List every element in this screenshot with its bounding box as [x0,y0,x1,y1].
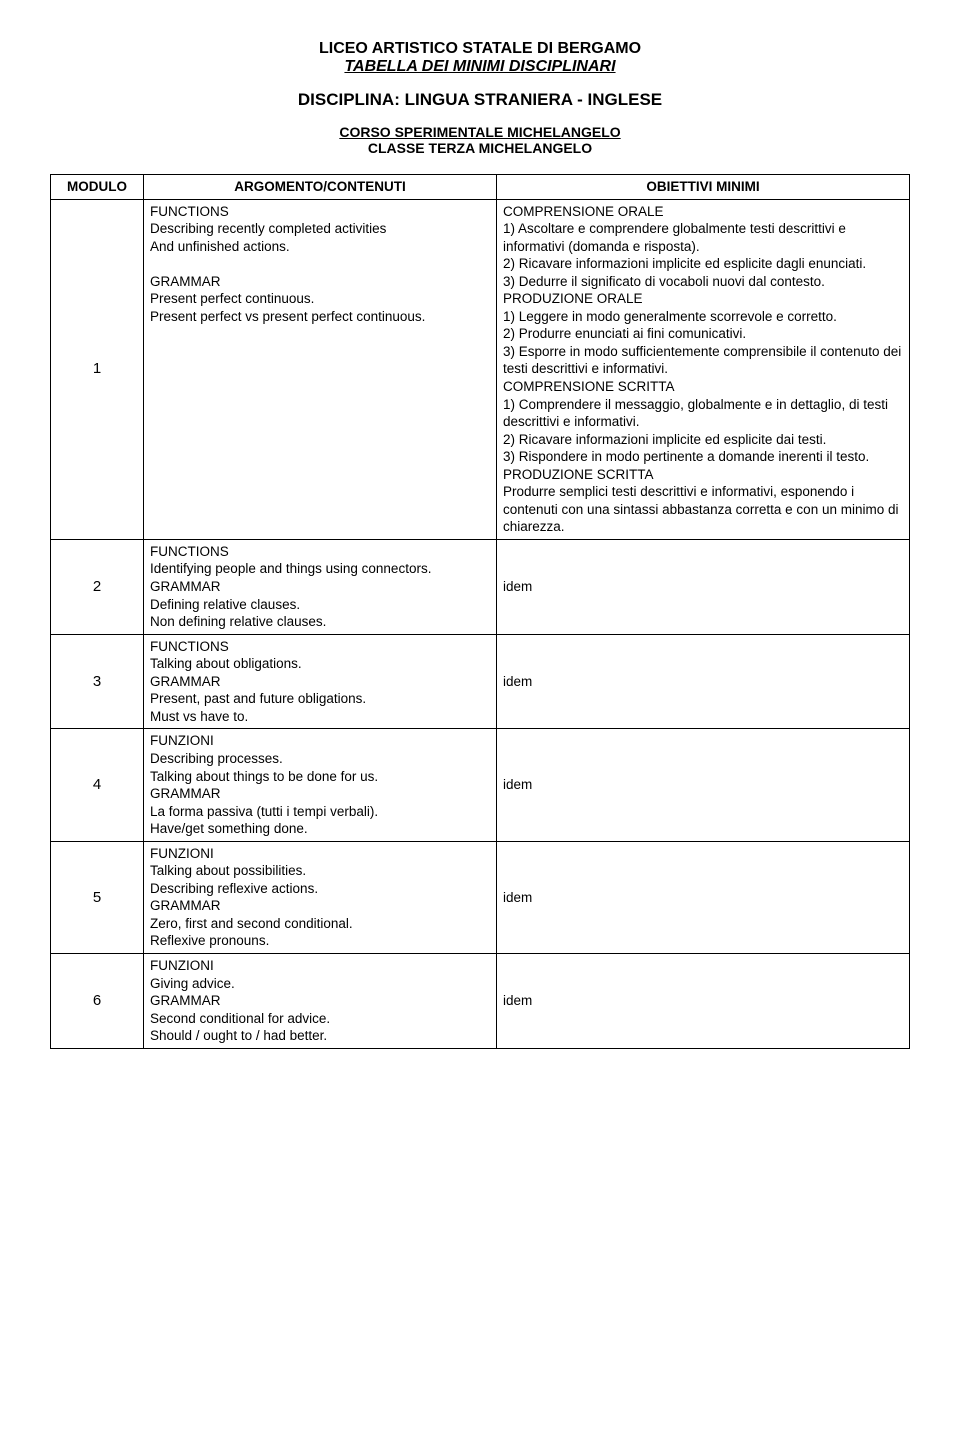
obj-line: 3) Rispondere in modo pertinente a doman… [503,448,903,466]
modulo-number: 1 [51,199,144,539]
obj-line: 2) Ricavare informazioni implicite ed es… [503,431,903,449]
table-row: 1 FUNCTIONS Describing recently complete… [51,199,910,539]
arg-line: FUNCTIONS [150,638,490,656]
obj-line: 2) Ricavare informazioni implicite ed es… [503,255,903,273]
obj-line: 3) Esporre in modo sufficientemente comp… [503,343,903,378]
table-row: 4 FUNZIONI Describing processes. Talking… [51,729,910,841]
class-line: CLASSE TERZA MICHELANGELO [50,140,910,156]
arg-line: And unfinished actions. [150,238,490,256]
arg-line: Present perfect continuous. [150,290,490,308]
table-header-row: MODULO ARGOMENTO/CONTENUTI OBIETTIVI MIN… [51,175,910,200]
arg-line: GRAMMAR [150,273,490,291]
obiettivi-cell: COMPRENSIONE ORALE 1) Ascoltare e compre… [497,199,910,539]
obiettivi-cell: idem [497,539,910,634]
header-modulo: MODULO [51,175,144,200]
arg-line: Talking about things to be done for us. [150,768,490,786]
obiettivi-cell: idem [497,634,910,729]
arg-line: Identifying people and things using conn… [150,560,490,578]
obj-line: PRODUZIONE SCRITTA [503,466,903,484]
argomento-cell: FUNCTIONS Describing recently completed … [144,199,497,539]
table-row: 5 FUNZIONI Talking about possibilities. … [51,841,910,953]
arg-line: Describing processes. [150,750,490,768]
arg-line: Describing recently completed activities [150,220,490,238]
arg-line: GRAMMAR [150,785,490,803]
modulo-number: 6 [51,953,144,1048]
obj-line: 3) Dedurre il significato di vocaboli nu… [503,273,903,291]
obj-line: 1) Comprendere il messaggio, globalmente… [503,396,903,431]
arg-line: La forma passiva (tutti i tempi verbali)… [150,803,490,821]
doc-subtitle: TABELLA DEI MINIMI DISCIPLINARI [50,58,910,76]
argomento-cell: FUNCTIONS Identifying people and things … [144,539,497,634]
obj-line: COMPRENSIONE SCRITTA [503,378,903,396]
argomento-cell: FUNZIONI Describing processes. Talking a… [144,729,497,841]
arg-line: Present perfect vs present perfect conti… [150,308,490,326]
arg-line: Giving advice. [150,975,490,993]
obiettivi-cell: idem [497,841,910,953]
header-obiettivi: OBIETTIVI MINIMI [497,175,910,200]
minimi-table: MODULO ARGOMENTO/CONTENUTI OBIETTIVI MIN… [50,174,910,1049]
arg-line: GRAMMAR [150,992,490,1010]
modulo-number: 3 [51,634,144,729]
arg-line: Non defining relative clauses. [150,613,490,631]
obiettivi-cell: idem [497,729,910,841]
obj-line: 1) Leggere in modo generalmente scorrevo… [503,308,903,326]
table-row: 6 FUNZIONI Giving advice. GRAMMAR Second… [51,953,910,1048]
course-line: CORSO SPERIMENTALE MICHELANGELO [50,124,910,140]
school-name: LICEO ARTISTICO STATALE DI BERGAMO [50,40,910,58]
obj-line: Produrre semplici testi descrittivi e in… [503,483,903,536]
obj-line: PRODUZIONE ORALE [503,290,903,308]
arg-line: FUNCTIONS [150,203,490,221]
arg-line: FUNCTIONS [150,543,490,561]
arg-line: GRAMMAR [150,578,490,596]
argomento-cell: FUNZIONI Giving advice. GRAMMAR Second c… [144,953,497,1048]
arg-line: Must vs have to. [150,708,490,726]
arg-line: Have/get something done. [150,820,490,838]
arg-line: Present, past and future obligations. [150,690,490,708]
obj-line: 1) Ascoltare e comprendere globalmente t… [503,220,903,255]
document-header: LICEO ARTISTICO STATALE DI BERGAMO TABEL… [50,40,910,156]
modulo-number: 5 [51,841,144,953]
arg-line: FUNZIONI [150,957,490,975]
argomento-cell: FUNZIONI Talking about possibilities. De… [144,841,497,953]
modulo-number: 4 [51,729,144,841]
arg-line: Second conditional for advice. [150,1010,490,1028]
header-argomento: ARGOMENTO/CONTENUTI [144,175,497,200]
arg-line: GRAMMAR [150,897,490,915]
arg-line: FUNZIONI [150,732,490,750]
modulo-number: 2 [51,539,144,634]
table-row: 2 FUNCTIONS Identifying people and thing… [51,539,910,634]
arg-line: FUNZIONI [150,845,490,863]
arg-line: Talking about possibilities. [150,862,490,880]
arg-line: Describing reflexive actions. [150,880,490,898]
table-row: 3 FUNCTIONS Talking about obligations. G… [51,634,910,729]
arg-line: GRAMMAR [150,673,490,691]
discipline-line: DISCIPLINA: LINGUA STRANIERA - INGLESE [50,90,910,110]
obiettivi-cell: idem [497,953,910,1048]
obj-line: 2) Produrre enunciati ai fini comunicati… [503,325,903,343]
arg-line: Talking about obligations. [150,655,490,673]
arg-line: Reflexive pronouns. [150,932,490,950]
arg-line: Zero, first and second conditional. [150,915,490,933]
arg-line: Should / ought to / had better. [150,1027,490,1045]
arg-line: Defining relative clauses. [150,596,490,614]
obj-line: COMPRENSIONE ORALE [503,203,903,221]
argomento-cell: FUNCTIONS Talking about obligations. GRA… [144,634,497,729]
